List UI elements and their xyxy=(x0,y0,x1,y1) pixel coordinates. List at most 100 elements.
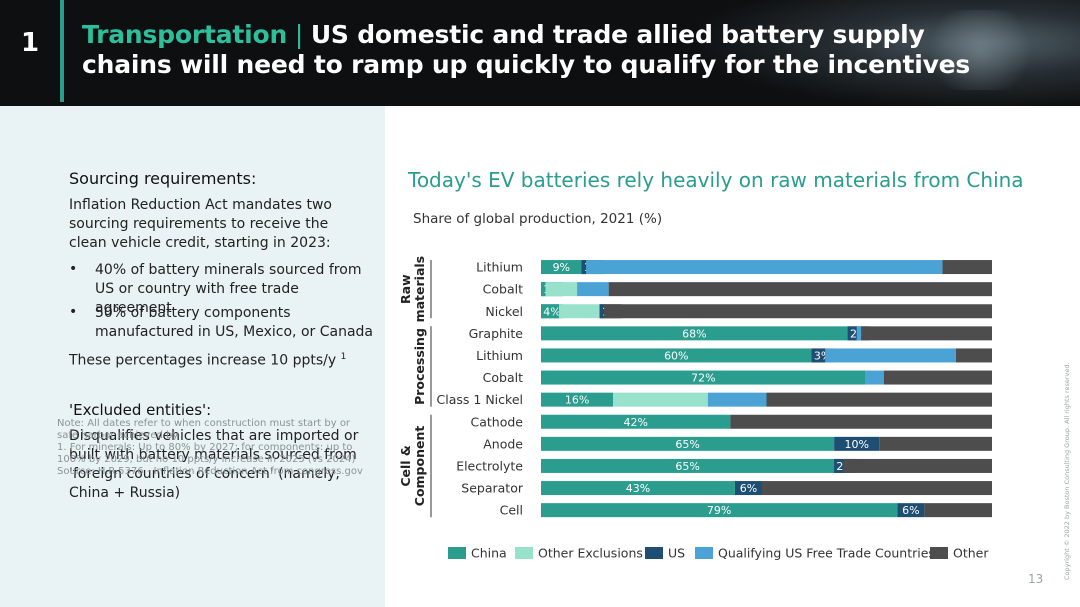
legend-label: Qualifying US Free Trade Countries xyxy=(718,546,935,561)
bar-segment xyxy=(883,370,992,385)
title-accent: Transportation xyxy=(82,20,288,49)
copyright-text: Copyright © 2022 by Boston Consulting Gr… xyxy=(1063,362,1071,580)
increase-text-body: These percentages increase 10 ppts/y xyxy=(69,352,337,369)
header-background-highlight xyxy=(920,10,1040,90)
data-label: 68% xyxy=(682,327,706,340)
data-label: 4% xyxy=(543,305,560,318)
sourcing-heading: Sourcing requirements: xyxy=(69,169,257,188)
bar-segment xyxy=(730,414,992,429)
data-label: 72% xyxy=(691,372,715,385)
increase-footnote-ref: 1 xyxy=(340,352,347,362)
bar-segment xyxy=(604,304,992,319)
category-label: Cell xyxy=(500,503,523,518)
data-label: 6% xyxy=(902,504,919,517)
category-label: Cobalt xyxy=(483,282,523,297)
chart-subtitle: Share of global production, 2021 (%) xyxy=(413,211,663,227)
category-label: Cathode xyxy=(471,414,524,429)
bar-segment xyxy=(834,436,880,451)
increase-text: These percentages increase 10 ppts/y 1 xyxy=(69,348,369,371)
title-line2: chains will need to ramp up quickly to q… xyxy=(82,50,971,79)
bar-segment xyxy=(924,503,992,518)
bar-segment xyxy=(707,392,767,407)
category-label: Anode xyxy=(483,436,523,451)
bar-segment xyxy=(766,392,992,407)
data-label: 9% xyxy=(553,261,570,274)
note-1: Note: All dates refer to when constructi… xyxy=(57,418,351,441)
sourcing-bullet-1: 40% of battery minerals sourced from US … xyxy=(95,262,362,316)
category-label: Cobalt xyxy=(483,370,523,385)
category-label: Electrolyte xyxy=(456,458,523,473)
note-2: 1. For minerals: Up to 80% by 2027; for … xyxy=(57,442,356,465)
sourcing-intro: Inflation Reduction Act mandates two sou… xyxy=(69,197,332,251)
bullet-dot-1: • xyxy=(69,261,78,277)
category-label: Lithium xyxy=(476,348,523,363)
data-label: 79% xyxy=(707,504,731,517)
bar-segment xyxy=(541,503,898,518)
section-number-box: 1 xyxy=(0,0,64,102)
legend-swatch xyxy=(695,547,713,559)
data-label: 65% xyxy=(675,460,699,473)
legend-label: Other Exclusions xyxy=(538,546,643,561)
bar-segment xyxy=(856,326,862,341)
bar-segment xyxy=(541,392,614,407)
section-number: 1 xyxy=(20,28,40,58)
bar-segment xyxy=(865,370,884,385)
legend-label: US xyxy=(668,546,685,561)
data-label: 16% xyxy=(565,394,589,407)
bar-segment xyxy=(825,348,956,363)
legend-swatch xyxy=(448,547,466,559)
note-3: Source: H.R.5376 - Inflation Reduction A… xyxy=(57,466,363,477)
legend-label: Other xyxy=(953,546,989,561)
sourcing-bullet-2: 50% of battery components manufactured i… xyxy=(95,305,374,340)
bar-segment xyxy=(541,326,848,341)
bar-segment xyxy=(861,326,992,341)
data-label: 65% xyxy=(675,438,699,451)
data-label: 42% xyxy=(623,416,647,429)
bar-segment xyxy=(541,260,582,275)
bar-segment xyxy=(897,503,925,518)
data-label: 43% xyxy=(626,482,650,495)
bar-segment xyxy=(541,370,866,385)
bar-segment xyxy=(608,282,992,297)
data-label: 6% xyxy=(740,482,757,495)
excluded-heading: 'Excluded entities': xyxy=(69,401,212,419)
bar-segment xyxy=(541,348,812,363)
title-line1: US domestic and trade allied battery sup… xyxy=(310,20,925,49)
bar-segment xyxy=(541,481,735,496)
bar-segment xyxy=(541,458,835,473)
bullet-dot-2: • xyxy=(69,304,78,320)
bar-segment xyxy=(586,260,943,275)
category-label: Class 1 Nickel xyxy=(437,392,523,407)
category-label: Graphite xyxy=(469,326,524,341)
group-label: Processing xyxy=(412,328,427,405)
legend-swatch xyxy=(930,547,948,559)
excluded-text: Disqualifies vehicles that are imported … xyxy=(69,428,359,501)
bar-segment xyxy=(942,260,992,275)
legend-swatch xyxy=(645,547,663,559)
bar-segment xyxy=(734,481,762,496)
page-number: 13 xyxy=(1028,572,1044,586)
bar-segment xyxy=(613,392,708,407)
title-separator: | xyxy=(287,20,311,49)
bar-segment xyxy=(879,436,992,451)
chart-title: Today's EV batteries rely heavily on raw… xyxy=(408,168,1024,192)
data-label: 60% xyxy=(664,349,688,362)
bar-segment xyxy=(843,458,992,473)
bar-segment xyxy=(545,282,578,297)
left-panel-content: Sourcing requirements: Inflation Reducti… xyxy=(0,106,385,607)
category-label: Separator xyxy=(461,481,524,496)
header-banner: 1 Transportation | US domestic and trade… xyxy=(0,0,1080,106)
data-label: 10% xyxy=(844,438,868,451)
category-label: Lithium xyxy=(476,260,523,275)
bar-segment xyxy=(559,304,600,319)
bar-segment xyxy=(761,481,992,496)
bar-segment xyxy=(955,348,992,363)
footnotes: Note: All dates refer to when constructi… xyxy=(57,418,367,478)
bar-segment xyxy=(541,414,731,429)
bar-segment-label-bg xyxy=(541,304,563,319)
bar-segment xyxy=(577,282,609,297)
category-label: Nickel xyxy=(485,304,523,319)
group-label: Rawmaterials xyxy=(398,256,427,323)
bar-segment xyxy=(541,436,835,451)
